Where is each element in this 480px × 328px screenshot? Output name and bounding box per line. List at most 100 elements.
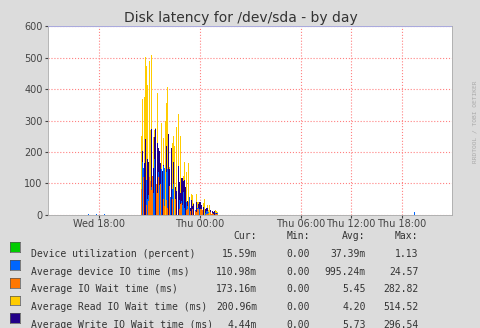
Bar [215, 212, 216, 215]
Bar [206, 211, 207, 215]
Text: 15.59m: 15.59m [222, 249, 257, 259]
Bar [181, 178, 182, 215]
Bar [216, 213, 217, 215]
Bar [199, 202, 200, 215]
Bar [215, 214, 216, 215]
Bar [157, 177, 159, 215]
Bar [181, 201, 182, 215]
Bar [191, 194, 192, 215]
Bar [207, 213, 208, 215]
Bar [196, 202, 197, 215]
Bar [200, 211, 201, 215]
Text: 4.20: 4.20 [341, 302, 365, 312]
Bar [183, 192, 184, 215]
Bar [186, 172, 187, 215]
Bar [200, 209, 201, 215]
Bar [166, 146, 167, 215]
Text: 5.45: 5.45 [341, 284, 365, 294]
Bar [190, 208, 191, 215]
Bar [150, 181, 151, 215]
Bar [151, 54, 152, 215]
Bar [179, 200, 180, 215]
Text: Average device IO time (ms): Average device IO time (ms) [31, 267, 190, 277]
Bar [156, 143, 157, 215]
Bar [190, 211, 191, 215]
Bar [189, 197, 190, 215]
Text: 282.82: 282.82 [383, 284, 418, 294]
Bar [202, 207, 203, 215]
Bar [172, 199, 173, 215]
Bar [214, 211, 215, 215]
Bar [162, 171, 163, 215]
Text: 4.44m: 4.44m [228, 320, 257, 328]
Bar [201, 210, 202, 215]
Bar [208, 205, 209, 215]
Bar [214, 214, 215, 215]
Bar [184, 162, 185, 215]
Bar [210, 214, 211, 215]
Bar [186, 202, 187, 215]
Bar [154, 130, 155, 215]
Bar [176, 191, 177, 215]
Bar [154, 159, 155, 215]
Bar [191, 200, 192, 215]
Bar [180, 204, 181, 215]
Bar [199, 209, 200, 215]
Bar [197, 208, 198, 215]
Bar [154, 137, 155, 215]
Bar [152, 176, 153, 215]
Bar [157, 148, 159, 215]
Bar [211, 211, 212, 215]
Bar [216, 213, 217, 215]
Bar [153, 137, 154, 215]
Bar [185, 195, 186, 215]
Text: Average Write IO Wait time (ms): Average Write IO Wait time (ms) [31, 320, 213, 328]
Bar [173, 136, 174, 215]
Bar [172, 189, 173, 215]
Text: Cur:: Cur: [233, 231, 257, 241]
Bar [155, 129, 156, 215]
Bar [151, 190, 152, 215]
Bar [211, 213, 212, 215]
Text: 1.13: 1.13 [394, 249, 418, 259]
Bar [183, 181, 184, 215]
Bar [169, 169, 170, 215]
Bar [150, 130, 151, 215]
Text: 110.98m: 110.98m [216, 267, 257, 277]
Bar [141, 189, 142, 215]
Bar [163, 199, 164, 215]
Text: RRDTOOL / TOBI OETIKER: RRDTOOL / TOBI OETIKER [472, 80, 477, 163]
Text: 24.57: 24.57 [388, 267, 418, 277]
Bar [193, 203, 194, 215]
Bar [143, 168, 144, 215]
Bar [179, 209, 180, 215]
Bar [173, 184, 174, 215]
Text: Average Read IO Wait time (ms): Average Read IO Wait time (ms) [31, 302, 207, 312]
Bar [164, 168, 165, 215]
Bar [163, 138, 164, 215]
Bar [151, 129, 152, 215]
Text: Avg:: Avg: [341, 231, 365, 241]
Bar [198, 212, 199, 215]
Bar [183, 176, 184, 215]
Bar [158, 159, 160, 215]
Bar [167, 208, 168, 215]
Bar [187, 206, 188, 215]
Bar [205, 214, 206, 215]
Bar [169, 167, 170, 215]
Bar [150, 182, 151, 215]
Bar [192, 209, 193, 215]
Bar [205, 208, 206, 215]
Bar [152, 180, 153, 215]
Bar [207, 212, 208, 215]
Bar [147, 162, 149, 215]
Bar [205, 211, 206, 215]
Bar [161, 123, 162, 215]
Bar [201, 210, 202, 215]
Text: 173.16m: 173.16m [216, 284, 257, 294]
Bar [206, 205, 207, 215]
Bar [211, 213, 212, 215]
Text: Max:: Max: [394, 231, 418, 241]
Text: 995.24m: 995.24m [324, 267, 365, 277]
Bar [161, 169, 162, 215]
